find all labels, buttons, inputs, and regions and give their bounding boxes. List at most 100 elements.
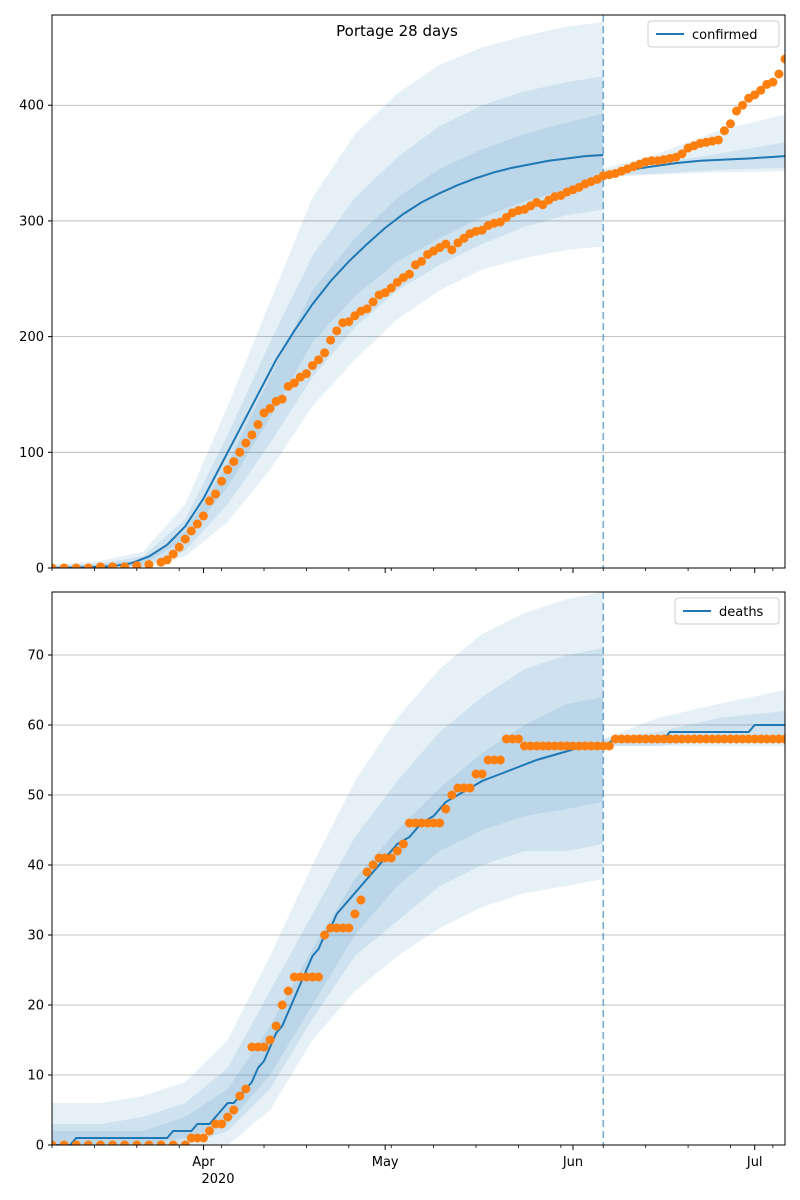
observed-point (441, 804, 451, 814)
y-tick-label: 300 (19, 214, 44, 229)
observed-point (211, 489, 221, 499)
observed-point (477, 769, 487, 779)
legend-box (647, 20, 780, 48)
observed-point (368, 860, 378, 870)
observed-point (235, 1091, 245, 1101)
observed-point (362, 304, 372, 314)
observed-point (217, 476, 227, 486)
observed-point (604, 741, 614, 751)
y-tick-label: 20 (27, 999, 44, 1014)
y-tick-label: 0 (36, 562, 44, 577)
observed-point (277, 394, 287, 404)
observed-point (320, 930, 330, 940)
observed-point (52, 563, 57, 568)
deaths-panel: 0 10 20 30 40 50 60 70 Apr May Jun Jul deaths (27, 591, 786, 1170)
observed-point (198, 511, 208, 521)
observed-point (71, 1140, 81, 1145)
confirmed-panel: 0 100 200 300 400 confirmed (19, 14, 786, 577)
observed-point (314, 972, 324, 982)
figure-title: Portage 28 days (336, 22, 458, 40)
y-tick-label: 0 (36, 1139, 44, 1154)
observed-point (344, 317, 354, 327)
observed-point (289, 378, 299, 388)
observed-point (265, 403, 275, 413)
plot-area (52, 15, 785, 568)
axes-frame (51, 591, 786, 1146)
observed-point (435, 818, 445, 828)
observed-point (83, 563, 93, 568)
y-tick-label: 100 (19, 446, 44, 461)
line-confirmed (52, 153, 604, 568)
observed-point (447, 790, 457, 800)
legend-box (674, 597, 780, 625)
legend-label: deaths (719, 605, 764, 620)
observed-point (162, 555, 172, 565)
observed-point (192, 519, 202, 529)
observed-point (59, 563, 69, 568)
observed-point (71, 563, 81, 568)
observed-point (725, 119, 735, 129)
x-tick-label: May (372, 1155, 399, 1170)
observed-point (217, 1119, 227, 1129)
observed-point (732, 106, 742, 116)
observed-point (719, 126, 729, 136)
observed-point (205, 1126, 215, 1136)
observed-point (417, 256, 427, 266)
observed-point (768, 77, 778, 87)
observed-point (392, 846, 402, 856)
observed-point (108, 1140, 118, 1145)
observed-point (144, 1140, 154, 1145)
observed-point (253, 420, 263, 430)
observed-point (756, 85, 766, 95)
observed-point (120, 1140, 130, 1145)
observed-point (95, 562, 105, 568)
observed-point (362, 867, 372, 877)
observed-point (229, 457, 239, 467)
y-tick-label: 50 (27, 789, 44, 804)
observed-point (144, 560, 154, 568)
observed-point (774, 69, 784, 79)
observed-point (398, 839, 408, 849)
observed-point (180, 534, 190, 544)
legend-label: confirmed (692, 28, 758, 43)
observed-point (83, 1140, 93, 1145)
observed-point (198, 1133, 208, 1143)
observed-point (241, 1084, 251, 1094)
band-inner (52, 113, 604, 568)
observed-point (495, 755, 505, 765)
observed-point (223, 465, 233, 475)
observed-point (301, 369, 311, 379)
observed-point (132, 1140, 142, 1145)
observed-point (186, 526, 196, 536)
axes-frame (51, 14, 786, 569)
observed-point (259, 1042, 269, 1052)
observed-point (356, 895, 366, 905)
line-deaths (52, 745, 604, 1145)
observed-point (738, 100, 748, 110)
y-tick-label: 60 (27, 719, 44, 734)
band-outer (52, 592, 604, 1145)
observed-point (780, 54, 785, 64)
plot-area (52, 592, 785, 1145)
observed-point (59, 1140, 69, 1145)
band-outer (52, 21, 604, 568)
observed-point (314, 355, 324, 365)
observed-point (386, 283, 396, 293)
observed-point (205, 496, 215, 506)
observed-point (326, 335, 336, 345)
observed-point (174, 542, 184, 552)
observed-point (465, 783, 475, 793)
observed-point (271, 1021, 281, 1031)
observed-point (307, 361, 317, 371)
observed-point (447, 245, 457, 255)
observed-point (404, 269, 414, 279)
observed-point (350, 909, 360, 919)
observed-point (368, 297, 378, 307)
observed-point (223, 1112, 233, 1122)
observed-point (241, 438, 251, 448)
y-tick-label: 30 (27, 929, 44, 944)
y-tick-label: 70 (27, 649, 44, 664)
observed-point (235, 447, 245, 457)
y-tick-label: 400 (19, 99, 44, 114)
